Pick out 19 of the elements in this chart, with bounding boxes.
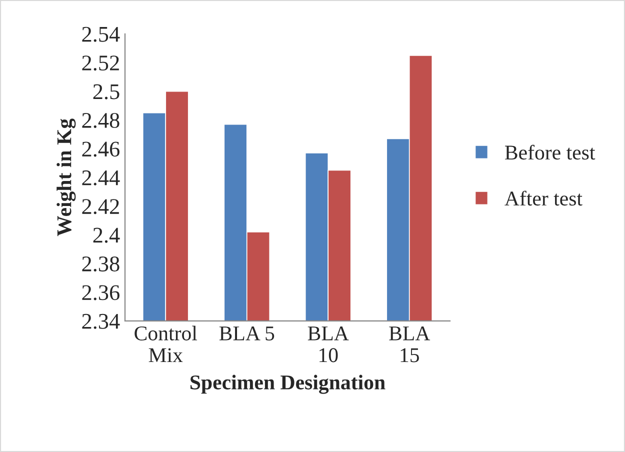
x-tick-label: BLA 5: [219, 326, 274, 340]
y-tick-label: 2.34: [82, 314, 120, 329]
y-tick-label: 2.46: [82, 142, 120, 157]
x-tick-label: Control Mix: [134, 326, 198, 362]
y-tick-label: 2.4: [93, 228, 120, 243]
y-tick-label: 2.54: [82, 26, 120, 42]
y-axis-title: Weight in Kg: [56, 118, 76, 236]
y-tick-label: 2.5: [93, 84, 120, 100]
legend-label: Before test: [505, 144, 596, 160]
x-axis-title: Specimen Designation: [190, 374, 386, 394]
y-tick-label: 2.42: [82, 199, 119, 214]
y-tick-label: 2.44: [82, 170, 120, 186]
x-tick-label: BLA 15: [389, 326, 430, 362]
y-tick-label: 2.52: [82, 56, 119, 71]
y-tick-label: 2.38: [82, 256, 120, 272]
x-tick-label: BLA 10: [308, 326, 349, 362]
legend-label: After test: [504, 190, 582, 206]
y-tick-label: 2.36: [82, 285, 120, 300]
y-tick-label: 2.48: [82, 112, 120, 128]
